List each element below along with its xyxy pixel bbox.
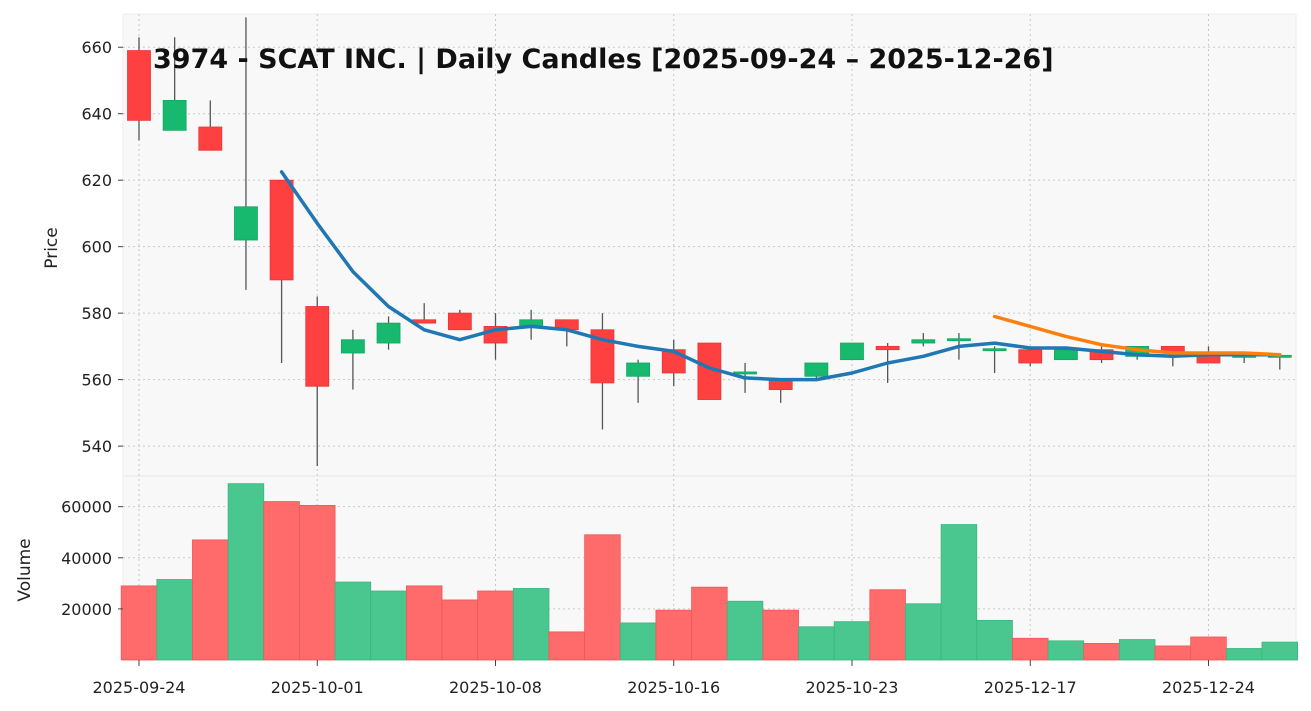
volume-bar [940, 524, 978, 661]
volume-bar [1012, 637, 1049, 661]
volume-bar [477, 590, 514, 661]
volume-bar [905, 603, 942, 661]
candle-body [947, 338, 971, 342]
candle-body [269, 179, 294, 281]
price-axis-label: Price [42, 227, 62, 268]
x-tick-label: 2025-12-24 [1162, 678, 1255, 697]
x-tick-label: 2025-10-08 [449, 678, 542, 697]
volume-bar [227, 483, 265, 661]
volume-bar [192, 539, 229, 661]
candle-body [804, 362, 829, 377]
volume-bar [370, 590, 407, 661]
candle-body [234, 206, 258, 241]
volume-bar [334, 581, 372, 661]
volume-bar [441, 599, 479, 661]
volume-bar [1154, 645, 1192, 661]
price-tick-label: 580 [81, 304, 112, 323]
volume-bar [512, 588, 550, 661]
price-tick-label: 660 [81, 38, 112, 57]
x-tick-label: 2025-12-17 [984, 678, 1077, 697]
volume-bar [869, 589, 906, 661]
price-tick-label: 600 [81, 238, 112, 257]
volume-bar [833, 621, 871, 661]
candle-body [840, 342, 864, 361]
price-tick-label: 640 [81, 105, 112, 124]
candle-body [376, 322, 401, 344]
volume-tick-label: 20000 [61, 600, 112, 619]
volume-bar [405, 585, 443, 661]
volume-bars [120, 483, 1299, 661]
candle-body [305, 306, 330, 387]
chart-title: 3974 - SCAT INC. | Daily Candles [2025-0… [153, 44, 1054, 75]
volume-bar [299, 504, 336, 661]
price-tick-label: 560 [81, 371, 112, 390]
price-tick-label: 620 [81, 171, 112, 190]
volume-bar [798, 626, 835, 661]
candle-body [1054, 349, 1078, 361]
candle-body [626, 362, 650, 377]
volume-bar [619, 622, 657, 661]
candle-body [911, 339, 936, 344]
candle-body [590, 329, 615, 384]
volume-tick-label: 60000 [61, 498, 112, 517]
volume-bar [548, 631, 586, 661]
volume-bar [156, 579, 193, 661]
moving-average-line [279, 170, 1282, 382]
volume-bar [263, 501, 300, 661]
candle-body [733, 371, 757, 375]
volume-bar [584, 534, 621, 661]
axis-ticks: 540 560 580 600 620 640 660 20000 40000 60000 2025… [61, 38, 1255, 697]
volume-bar [762, 609, 799, 661]
x-tick-label: 2025-10-16 [627, 678, 720, 697]
moving-average-line [992, 314, 1282, 357]
candle-body [127, 50, 151, 121]
volume-bar [976, 619, 1013, 661]
candle-body [198, 126, 223, 151]
x-tick-label: 2025-10-01 [271, 678, 364, 697]
candle-body [162, 100, 187, 131]
candle-body [340, 339, 365, 354]
candle-body [1018, 349, 1043, 364]
volume-bar [691, 586, 728, 661]
moving-average-lines [279, 170, 1282, 382]
volume-bar [120, 585, 158, 661]
volume-bar [1083, 642, 1120, 661]
volume-bar [1118, 639, 1156, 661]
volume-bar [1261, 641, 1299, 661]
price-tick-label: 540 [81, 437, 112, 456]
volume-bar [726, 600, 764, 661]
volume-bar [655, 609, 692, 661]
volume-bar [1225, 648, 1263, 661]
volume-bar [1047, 640, 1085, 661]
volume-bar [1190, 636, 1227, 661]
volume-tick-label: 40000 [61, 549, 112, 568]
volume-axis-label: Volume [15, 538, 35, 601]
candle-body [875, 345, 900, 351]
price-panel-bg [123, 14, 1296, 476]
x-tick-label: 2025-09-24 [93, 678, 186, 697]
candle-body [982, 348, 1007, 352]
candle-body [447, 312, 472, 331]
x-tick-label: 2025-10-23 [806, 678, 899, 697]
